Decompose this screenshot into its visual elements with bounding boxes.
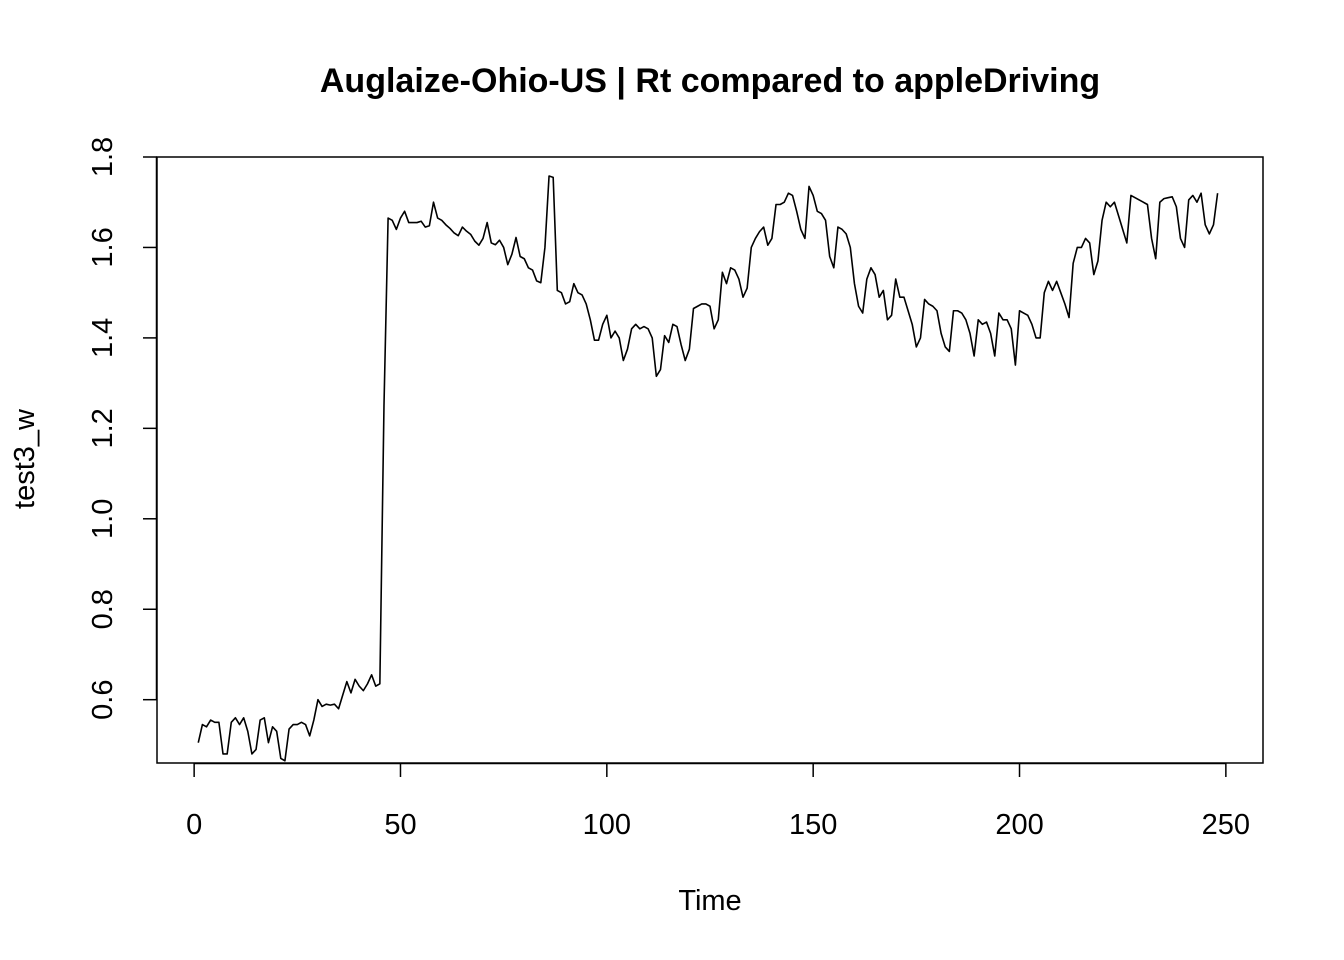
y-tick-label-4: 1.4 [87, 318, 119, 358]
series-line-0 [197, 175, 1219, 762]
x-tick-label-5: 250 [1202, 809, 1250, 841]
y-tick-label-6: 1.8 [87, 137, 119, 177]
y-tick-label-5: 1.6 [87, 227, 119, 267]
x-tick-label-2: 100 [583, 809, 631, 841]
x-axis-label: Time [678, 885, 741, 917]
y-tick-label-0: 0.6 [87, 680, 119, 720]
x-axis: 0 50 100 150 200 250 [186, 762, 1250, 841]
x-tick-label-4: 200 [995, 809, 1043, 841]
chart-title: Auglaize-Ohio-US | Rt compared to appleD… [320, 62, 1100, 100]
y-tick-label-3: 1.2 [87, 408, 119, 448]
plot-frame [156, 156, 1264, 764]
y-axis: 0.6 0.8 1.0 1.2 1.4 1.6 1.8 [87, 137, 158, 720]
plot-area [156, 156, 1264, 764]
x-tick-label-1: 50 [384, 809, 416, 841]
x-tick-label-3: 150 [789, 809, 837, 841]
y-axis-label: test3_w [9, 408, 41, 509]
x-tick-label-0: 0 [186, 809, 202, 841]
y-tick-label-2: 1.0 [87, 499, 119, 539]
y-tick-label-1: 0.8 [87, 589, 119, 629]
